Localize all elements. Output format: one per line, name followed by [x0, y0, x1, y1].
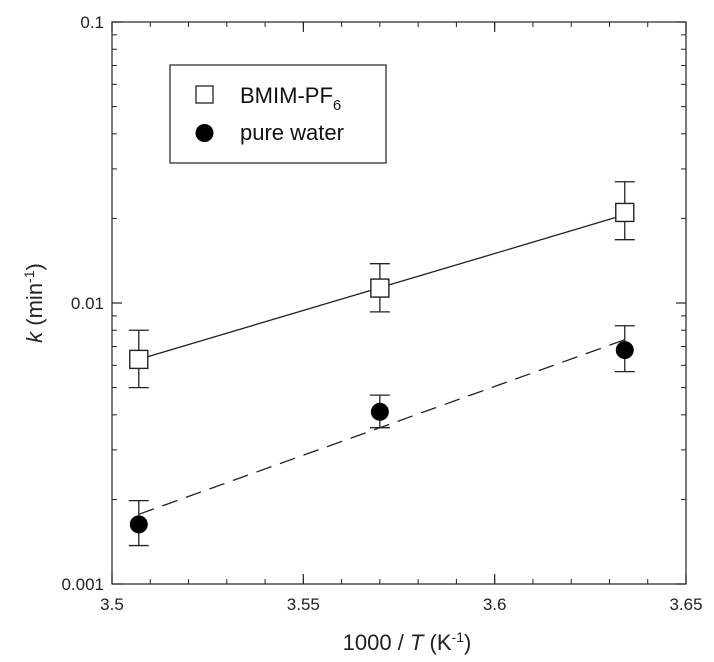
y-tick-label: 0.1 [80, 13, 104, 32]
data-point-circle [615, 341, 634, 360]
y-tick-labels: 0.001 0.01 0.1 [61, 13, 104, 594]
x-tick-labels: 3.5 3.55 3.6 3.65 [100, 595, 702, 614]
fit-lines [138, 214, 625, 515]
legend-label-bmim: BMIM-PF6 [240, 83, 341, 114]
legend-label-bmim-subscript: 6 [333, 97, 341, 114]
legend-square-marker [195, 85, 214, 104]
data-point-circle [370, 402, 389, 421]
x-tick-label: 3.6 [483, 595, 507, 614]
y-axis-title: k (min-1) [21, 263, 47, 343]
error-bars [128, 181, 635, 547]
x-axis-title: 1000 / T (K-1) [343, 629, 472, 655]
x-tick-label: 3.65 [669, 595, 702, 614]
data-point-square [370, 278, 390, 298]
legend-label-water: pure water [240, 120, 344, 145]
y-tick-label: 0.001 [61, 575, 104, 594]
data-point-square [129, 349, 149, 370]
major-ticks [111, 21, 687, 585]
legend: BMIM-PF6 pure water [169, 64, 387, 164]
legend-circle-marker [195, 124, 214, 142]
x-tick-label: 3.55 [287, 595, 320, 614]
data-point-square [615, 202, 635, 223]
data-point-circle [129, 515, 148, 534]
legend-box [169, 64, 387, 164]
y-tick-label: 0.01 [71, 294, 104, 313]
data-points [129, 202, 635, 534]
x-tick-label: 3.5 [100, 595, 124, 614]
